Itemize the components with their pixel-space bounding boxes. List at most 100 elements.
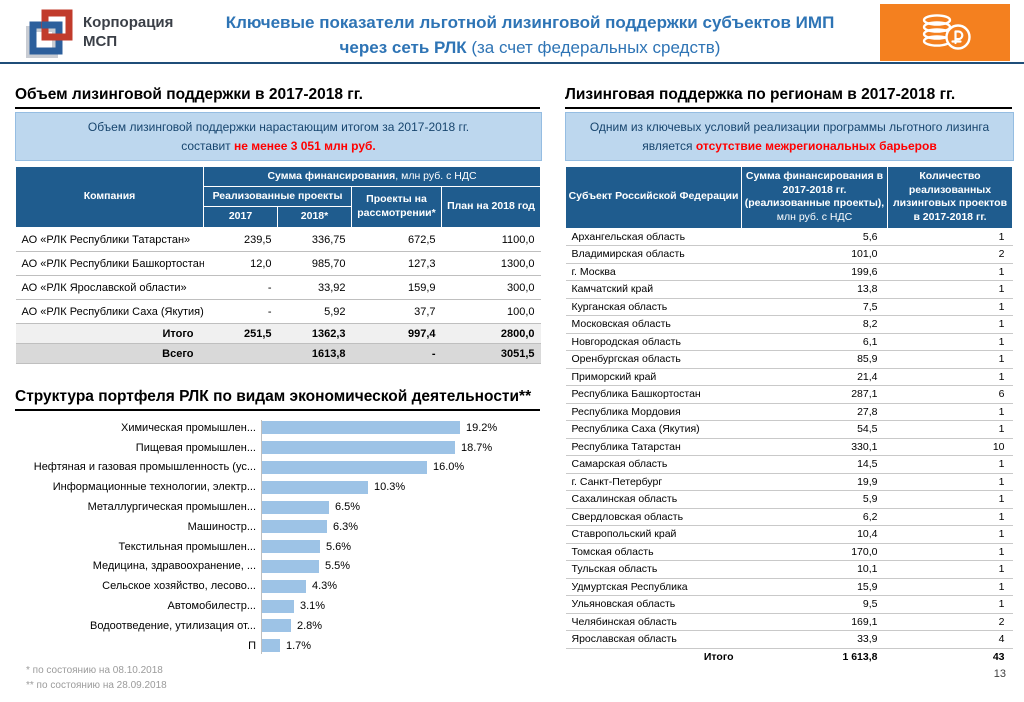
region-count: 10 [887,438,1013,457]
bar [262,579,306,593]
col-2017: 2017 [203,206,278,228]
vsego-pending: - [351,343,442,364]
value-2018: 985,70 [277,251,352,276]
bar-track: 1.7% [262,639,540,653]
region-sum: 6,2 [741,508,888,527]
region-sum: 5,6 [741,228,888,247]
bar-track: 2.8% [262,619,540,633]
region-sum: 199,6 [741,263,888,282]
region-name: г. Москва [565,263,742,282]
region-sum: 330,1 [741,438,888,457]
table-row: Республика Мордовия 27,8 1 [565,403,1013,422]
region-sum: 21,4 [741,368,888,387]
value-plan: 100,0 [441,299,541,324]
col-count: Количество реализованных лизинговых прое… [887,166,1013,229]
vsego-realized-total: 1613,8 [203,343,352,364]
region-name: Архангельская область [565,228,742,247]
col-sum-units: млн руб. с НДС [776,210,853,223]
region-count: 1 [887,473,1013,492]
region-name: Новгородская область [565,333,742,352]
bar-value-label: 3.1% [300,600,326,613]
value-2017: - [203,299,278,324]
col-plan: План на 2018 год [440,186,542,228]
section-title-volume: Объем лизинговой поддержки в 2017-2018 г… [15,86,540,109]
bar-track: 5.6% [262,540,540,554]
table-row: Ульяновская область 9,5 1 [565,595,1013,614]
table-row: Свердловская область 6,2 1 [565,508,1013,527]
bar-value-label: 19.2% [466,421,498,434]
region-count: 1 [887,525,1013,544]
value-2017: - [203,275,278,300]
table-row: Владимирская область 101,0 2 [565,245,1013,264]
bar-value-label: 6.5% [335,501,361,514]
region-count: 1 [887,455,1013,474]
bar-category-label: Текстильная промышлен... [118,540,256,553]
region-sum: 85,9 [741,350,888,369]
regions-total-row: Итого 1 613,8 43 [566,648,1013,665]
bar-row: Медицина, здравоохранение, ... 5.5% [15,557,540,577]
coins-ruble-icon [922,13,971,50]
region-count: 1 [887,508,1013,527]
col-region: Субъект Российской Федерации [565,166,742,229]
col-pending: Проекты на рассмотрении* [351,186,442,228]
value-plan: 1300,0 [441,251,541,276]
region-name: Приморский край [565,368,742,387]
table-row: Оренбургская область 85,9 1 [565,350,1013,369]
bar-category-label: П [248,639,256,652]
value-2018: 33,92 [277,275,352,300]
bar-value-label: 5.5% [325,560,351,573]
logo-text: Корпорация МСП [83,14,173,52]
region-count: 4 [887,630,1013,649]
header-icon-box [880,4,1010,61]
total-row-itogo: Итого 251,5 1362,3 997,4 2800,0 [15,323,541,344]
bar-category-label: Металлургическая промышлен... [87,501,256,514]
bar-category-label: Медицина, здравоохранение, ... [92,560,256,573]
bar-track: 3.1% [262,599,540,613]
region-count: 1 [887,368,1013,387]
region-name: Удмуртская Республика [565,578,742,597]
col-sum-bold: Сумма финансирования в 2017-2018 гг. (ре… [744,170,885,210]
msp-logo-icon [26,9,73,58]
table-row: Самарская область 14,5 1 [565,455,1013,474]
bar-row: Текстильная промышлен... 5.6% [15,537,540,557]
page-title: Ключевые показатели льготной лизинговой … [200,11,860,60]
bar-row: Химическая промышлен... 19.2% [15,418,540,438]
table-row: г. Санкт-Петербург 19,9 1 [565,473,1013,492]
bar-category-label: Химическая промышлен... [121,421,256,434]
bar-value-label: 10.3% [374,481,406,494]
region-name: Оренбургская область [565,350,742,369]
bar-row: Информационные технологии, электр... 10.… [15,477,540,497]
region-count: 1 [887,420,1013,439]
footnote-1: * по состоянию на 08.10.2018 [26,665,163,676]
value-pending: 127,3 [351,251,442,276]
logo-text-line1: Корпорация [83,14,174,32]
bar-track: 4.3% [262,579,540,593]
bar-category-label: Машиностр... [187,520,256,533]
itogo-plan: 2800,0 [441,323,541,344]
bar [262,639,280,653]
bar-track: 18.7% [262,441,540,455]
bar-track: 6.5% [262,500,540,514]
region-count: 1 [887,595,1013,614]
table-row: Сахалинская область 5,9 1 [565,490,1013,509]
bar-category-label: Автомобилестр... [167,600,256,613]
region-sum: 27,8 [741,403,888,422]
value-plan: 300,0 [441,275,541,300]
bar-value-label: 5.6% [326,540,352,553]
region-name: Свердловская область [565,508,742,527]
region-sum: 13,8 [741,280,888,299]
region-name: Республика Саха (Якутия) [565,420,742,439]
region-count: 1 [887,315,1013,334]
financing-table-body: АО «РЛК Республики Татарстан» 239,5 336,… [15,227,541,324]
info-volume-line1: Объем лизинговой поддержки нарастающим и… [87,120,470,134]
bar [262,619,291,633]
value-2017: 12,0 [203,251,278,276]
info-volume-line2: составит не менее 3 051 млн руб. [18,137,539,156]
value-pending: 159,9 [351,275,442,300]
table-row: Ярославская область 33,9 4 [565,630,1013,649]
bar-row: Металлургическая промышлен... 6.5% [15,497,540,517]
portfolio-structure-bar-chart: Химическая промышлен... 19.2% Пищевая пр… [15,418,540,658]
section-title-regions: Лизинговая поддержка по регионам в 2017-… [565,86,1012,109]
regions-itogo-sum: 1 613,8 [842,650,878,663]
region-sum: 5,9 [741,490,888,509]
